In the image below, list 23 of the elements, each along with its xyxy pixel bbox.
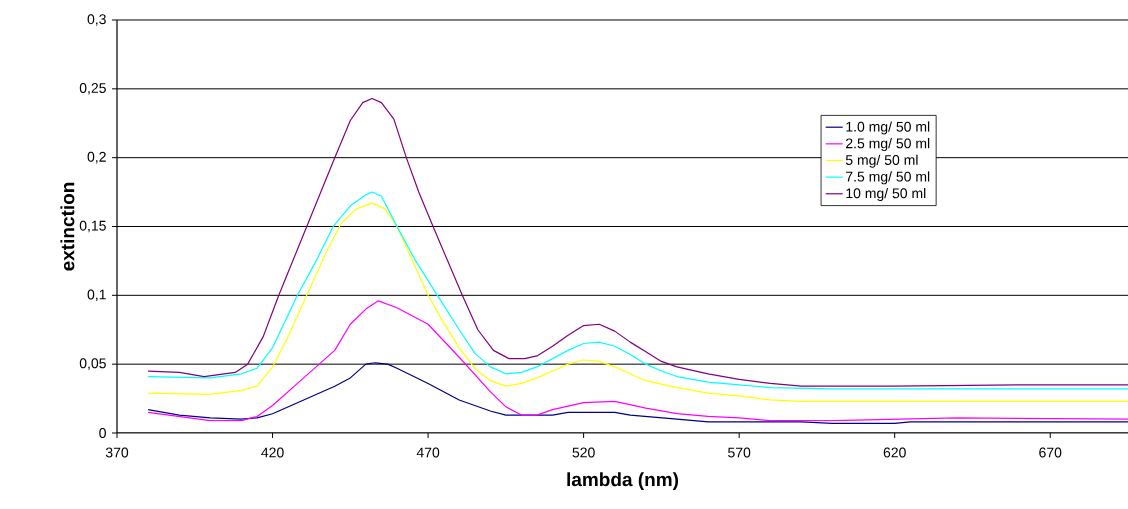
x-tick-label: 620: [883, 447, 906, 458]
y-tick-label: 0,05: [79, 358, 106, 370]
legend-label: 7.5 mg/ 50 ml: [846, 171, 930, 185]
y-tick-label: 0,3: [87, 14, 106, 26]
x-tick-label: 570: [728, 447, 751, 458]
y-tick-label: 0,2: [87, 151, 106, 164]
x-axis-title: lambda (nm): [567, 472, 679, 490]
y-tick-label: 0,25: [79, 83, 106, 95]
x-tick-label: 420: [261, 447, 284, 458]
y-axis-title: extinction: [60, 182, 75, 271]
legend-label: 10 mg/ 50 ml: [846, 187, 926, 201]
line-series: [147, 97, 1128, 387]
y-tick-label: 0: [99, 428, 106, 438]
line-series: [147, 362, 1128, 424]
x-tick-label: 670: [1039, 447, 1062, 458]
y-tick-label: 0,15: [79, 220, 106, 233]
legend-label: 2.5 mg/ 50 ml: [846, 138, 930, 152]
y-tick-label: 0,1: [87, 289, 106, 302]
legend-label: 1.0 mg/ 50 ml: [846, 121, 930, 135]
legend-label: 5 mg/ 50 ml: [845, 154, 918, 168]
x-tick-label: 520: [572, 447, 595, 458]
x-tick-label: 470: [416, 447, 440, 458]
x-tick-label: 370: [105, 447, 129, 458]
